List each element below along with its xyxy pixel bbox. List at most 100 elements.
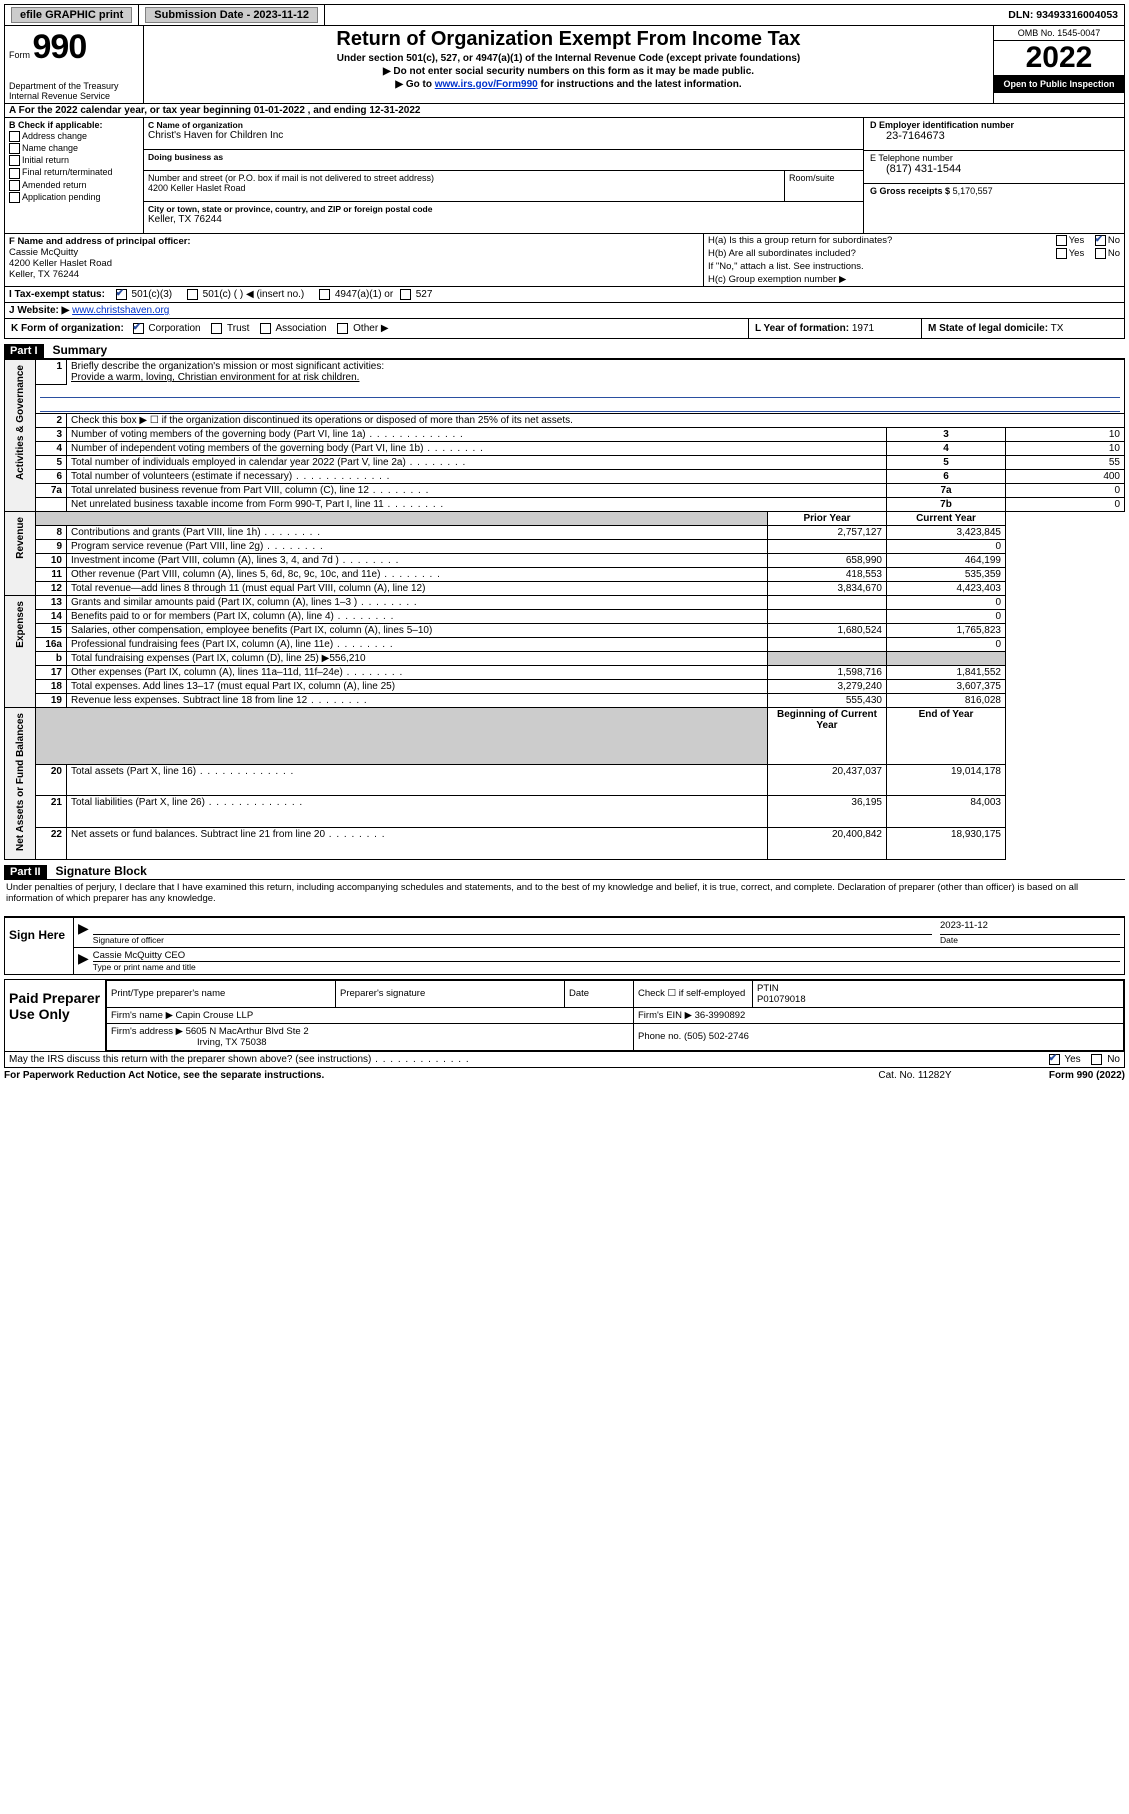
line-desc: Total revenue—add lines 8 through 11 (mu… <box>67 581 768 595</box>
signature-line[interactable] <box>93 920 932 935</box>
submission-date-button[interactable]: Submission Date - 2023-11-12 <box>145 7 318 23</box>
line-val: 0 <box>1006 483 1125 497</box>
room-label: Room/suite <box>789 173 859 183</box>
line-num: 11 <box>36 567 67 581</box>
line-desc: Grants and similar amounts paid (Part IX… <box>67 595 768 609</box>
state-domicile-value: TX <box>1051 323 1064 334</box>
street-value: 4200 Keller Haslet Road <box>148 183 780 193</box>
line-desc: Total liabilities (Part X, line 26) <box>67 796 768 828</box>
irs-form990-link[interactable]: www.irs.gov/Form990 <box>435 79 538 90</box>
opt-501c: 501(c) ( ) ◀ (insert no.) <box>203 289 305 300</box>
exp-row-16b: bTotal fundraising expenses (Part IX, co… <box>5 651 1125 665</box>
rule-line <box>40 400 1120 412</box>
exp-row: 18Total expenses. Add lines 13–17 (must … <box>5 679 1125 693</box>
discuss-yes: Yes <box>1064 1054 1080 1065</box>
box-h: H(a) Is this a group return for subordin… <box>703 234 1124 286</box>
line-num: 7a <box>36 483 67 497</box>
line-num: 3 <box>36 427 67 441</box>
triangle-icon: ▶ <box>78 950 89 972</box>
checkbox-address-change[interactable] <box>9 131 20 142</box>
firm-phone: (505) 502-2746 <box>684 1031 749 1042</box>
line-num: 15 <box>36 623 67 637</box>
line-1-text: Provide a warm, loving, Christian enviro… <box>71 372 359 383</box>
line-val: 10 <box>1006 427 1125 441</box>
ein-value: 23-7164673 <box>870 130 1118 142</box>
sign-here-label: Sign Here <box>5 918 74 974</box>
exp-row: 19Revenue less expenses. Subtract line 1… <box>5 693 1125 707</box>
org-name-label: C Name of organization <box>148 120 859 130</box>
identity-block: B Check if applicable: Address change Na… <box>4 118 1125 234</box>
current-val: 464,199 <box>887 553 1006 567</box>
checkbox-final-return[interactable] <box>9 168 20 179</box>
line-desc: Net assets or fund balances. Subtract li… <box>67 828 768 860</box>
line-num: 13 <box>36 595 67 609</box>
shade-cell <box>768 651 887 665</box>
city-label: City or town, state or province, country… <box>148 204 859 214</box>
line-key: 7a <box>887 483 1006 497</box>
checkbox-name-change[interactable] <box>9 143 20 154</box>
opt-initial-return: Initial return <box>22 155 69 165</box>
line-2-text: Check this box ▶ ☐ if the organization d… <box>67 413 1125 427</box>
line-1-num: 1 <box>36 360 67 385</box>
website-link[interactable]: www.christshaven.org <box>72 305 169 316</box>
checkbox-527[interactable] <box>400 289 411 300</box>
checkbox-application-pending[interactable] <box>9 192 20 203</box>
opt-corporation: Corporation <box>148 323 200 334</box>
gov-row: Net unrelated business taxable income fr… <box>5 497 1125 511</box>
line-desc: Investment income (Part VIII, column (A)… <box>67 553 768 567</box>
line-key: 6 <box>887 469 1006 483</box>
checkbox-hb-yes[interactable] <box>1056 248 1067 259</box>
checkbox-corporation[interactable] <box>133 323 144 334</box>
rev-row: 11Other revenue (Part VIII, column (A), … <box>5 567 1125 581</box>
line-num: 12 <box>36 581 67 595</box>
exp-row: 15Salaries, other compensation, employee… <box>5 623 1125 637</box>
opt-501c3: 501(c)(3) <box>132 289 173 300</box>
gross-receipts-value: 5,170,557 <box>953 186 993 196</box>
top-bar: efile GRAPHIC print Submission Date - 20… <box>4 4 1125 26</box>
rev-row: 9Program service revenue (Part VIII, lin… <box>5 539 1125 553</box>
checkbox-trust[interactable] <box>211 323 222 334</box>
box-c: C Name of organization Christ's Haven fo… <box>144 118 863 233</box>
preparer-table: Print/Type preparer's name Preparer's si… <box>106 980 1124 1051</box>
hdr-prior-year: Prior Year <box>768 511 887 525</box>
end-val: 84,003 <box>887 796 1006 828</box>
firm-addr2: Irving, TX 75038 <box>197 1037 267 1048</box>
checkbox-initial-return[interactable] <box>9 155 20 166</box>
checkbox-amended-return[interactable] <box>9 180 20 191</box>
vlabel-governance: Activities & Governance <box>15 361 26 484</box>
line-desc: Number of voting members of the governin… <box>67 427 887 441</box>
h-c-label: H(c) Group exemption number ▶ <box>704 273 1124 286</box>
prior-val: 555,430 <box>768 693 887 707</box>
summary-table: Activities & Governance 1 Briefly descri… <box>4 359 1125 860</box>
dln-label: DLN: 93493316004053 <box>1002 7 1124 23</box>
prior-val <box>768 539 887 553</box>
checkbox-ha-yes[interactable] <box>1056 235 1067 246</box>
checkbox-other[interactable] <box>337 323 348 334</box>
street-label: Number and street (or P.O. box if mail i… <box>148 173 780 183</box>
checkbox-4947[interactable] <box>319 289 330 300</box>
part2-bar: Part II Signature Block <box>4 859 1125 879</box>
checkbox-501c[interactable] <box>187 289 198 300</box>
date-sublabel: Date <box>940 935 1120 945</box>
line-desc: Total unrelated business revenue from Pa… <box>67 483 887 497</box>
begin-val: 20,400,842 <box>768 828 887 860</box>
hdr-current-year: Current Year <box>887 511 1006 525</box>
exp-row: 17Other expenses (Part IX, column (A), l… <box>5 665 1125 679</box>
firm-addr-label: Firm's address ▶ <box>111 1026 183 1037</box>
exp-row: 16aProfessional fundraising fees (Part I… <box>5 637 1125 651</box>
line-desc: Net unrelated business taxable income fr… <box>67 497 887 511</box>
checkbox-discuss-yes[interactable] <box>1049 1054 1060 1065</box>
efile-graphic-print-button[interactable]: efile GRAPHIC print <box>11 7 132 23</box>
checkbox-discuss-no[interactable] <box>1091 1054 1102 1065</box>
opt-other: Other ▶ <box>353 323 388 334</box>
footer-left: For Paperwork Reduction Act Notice, see … <box>4 1070 845 1081</box>
part1-title: Summary <box>52 343 107 357</box>
prior-val: 1,598,716 <box>768 665 887 679</box>
checkbox-hb-no[interactable] <box>1095 248 1106 259</box>
checkbox-ha-no[interactable] <box>1095 235 1106 246</box>
checkbox-501c3[interactable] <box>116 289 127 300</box>
box-f: F Name and address of principal officer:… <box>5 234 703 286</box>
signature-sublabel: Signature of officer <box>93 935 932 945</box>
vlabel-net-assets: Net Assets or Fund Balances <box>15 709 26 855</box>
checkbox-association[interactable] <box>260 323 271 334</box>
